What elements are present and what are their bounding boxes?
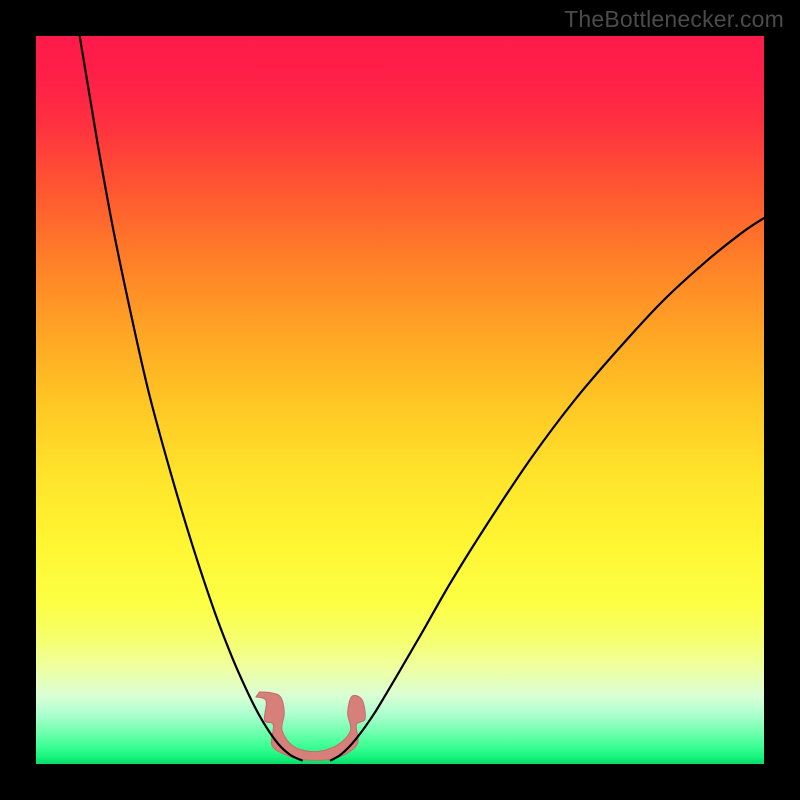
chart-background-gradient [36,36,764,764]
watermark-label: TheBottlenecker.com [564,6,784,33]
chart-plot-area [36,36,764,764]
